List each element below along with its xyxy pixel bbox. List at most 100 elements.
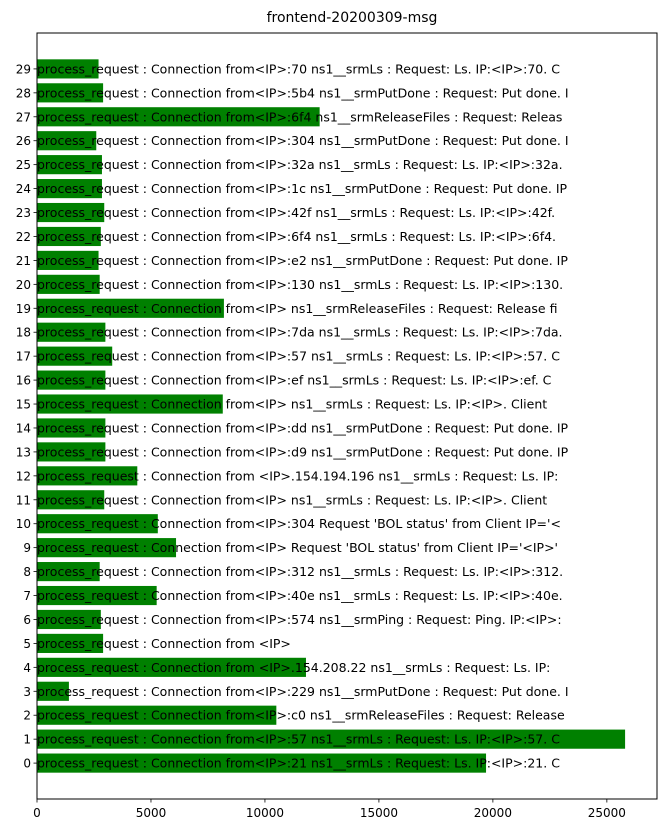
y-tick-label-22: 22 <box>16 230 31 244</box>
y-tick-label-19: 19 <box>16 302 31 316</box>
y-tick-label-9: 9 <box>23 541 31 555</box>
bar-18 <box>37 322 106 342</box>
y-tick-label-7: 7 <box>23 589 31 603</box>
y-tick-label-15: 15 <box>16 398 31 412</box>
y-tick-label-21: 21 <box>16 254 31 268</box>
y-tick-label-18: 18 <box>16 326 31 340</box>
bar-label-14: process_request : Connection from<IP>:dd… <box>37 420 569 435</box>
bar-13 <box>37 442 106 462</box>
bar-16 <box>37 370 106 390</box>
bar-label-19: process_request : Connection from<IP> ns… <box>37 301 557 316</box>
y-tick-label-23: 23 <box>16 206 31 220</box>
bar-26 <box>37 131 97 151</box>
bar-label-17: process_request : Connection from<IP>:57… <box>37 349 560 364</box>
y-axis-ticks: 0123456789101112131415161718192021222324… <box>16 62 37 771</box>
bar-9 <box>37 538 177 558</box>
bar-label-23: process_request : Connection from<IP>:42… <box>37 205 555 220</box>
bar-label-27: process_request : Connection from<IP>:6f… <box>37 109 562 124</box>
bar-11 <box>37 490 105 510</box>
y-tick-label-25: 25 <box>16 158 31 172</box>
bar-label-0: process_request : Connection from<IP>:21… <box>37 756 560 771</box>
bar-12 <box>37 466 138 486</box>
bar-label-4: process_request : Connection from <IP>.1… <box>37 660 550 675</box>
bar-label-28: process_request : Connection from<IP>:5b… <box>37 85 569 100</box>
bar-label-25: process_request : Connection from<IP>:32… <box>37 157 563 172</box>
bar-label-18: process_request : Connection from<IP>:7d… <box>37 325 563 340</box>
bar-label-21: process_request : Connection from<IP>:e2… <box>37 253 568 268</box>
bar-15 <box>37 394 223 414</box>
y-tick-label-24: 24 <box>16 182 31 196</box>
bar-label-29: process_request : Connection from<IP>:70… <box>37 61 560 76</box>
bar-labels-group: process_request : Connection from<IP>:21… <box>37 61 569 770</box>
bar-8 <box>37 562 100 582</box>
x-axis-ticks: 0 5000 10000 15000 20000 25000 <box>33 799 626 820</box>
bar-label-15: process_request : Connection from<IP> ns… <box>37 397 547 412</box>
bar-label-9: process_request : Connection from<IP> Re… <box>37 540 558 555</box>
bar-28 <box>37 83 104 103</box>
bar-label-20: process_request : Connection from<IP>:13… <box>37 277 563 292</box>
y-tick-label-28: 28 <box>16 86 31 100</box>
bar-2 <box>37 705 277 725</box>
chart-title: frontend-20200309-msg <box>267 10 438 26</box>
y-tick-label-14: 14 <box>16 421 31 435</box>
bar-label-24: process_request : Connection from<IP>:1c… <box>37 181 568 196</box>
y-tick-label-3: 3 <box>23 685 31 699</box>
bar-label-1: process_request : Connection from<IP>:57… <box>37 732 560 747</box>
x-tick-label-3: 15000 <box>360 806 398 820</box>
bar-label-22: process_request : Connection from<IP>:6f… <box>37 229 556 244</box>
bar-label-8: process_request : Connection from<IP>:31… <box>37 564 563 579</box>
y-tick-label-12: 12 <box>16 469 31 483</box>
x-tick-label-1: 5000 <box>136 806 167 820</box>
y-tick-label-17: 17 <box>16 350 31 364</box>
bar-5 <box>37 633 104 653</box>
bar-17 <box>37 346 113 366</box>
bar-label-10: process_request : Connection from<IP>:30… <box>37 516 561 531</box>
y-tick-label-13: 13 <box>16 445 31 459</box>
x-tick-label-5: 25000 <box>588 806 626 820</box>
bar-20 <box>37 274 100 294</box>
bar-label-11: process_request : Connection from<IP> ns… <box>37 492 547 507</box>
bar-label-7: process_request : Connection from<IP>:40… <box>37 588 563 603</box>
bars-group <box>37 59 626 773</box>
y-tick-label-2: 2 <box>23 709 31 723</box>
x-tick-label-4: 20000 <box>474 806 512 820</box>
bar-label-12: process_request : Connection from <IP>.1… <box>37 468 558 483</box>
bar-0 <box>37 753 487 773</box>
bar-label-6: process_request : Connection from<IP>:57… <box>37 612 562 627</box>
bar-3 <box>37 681 69 701</box>
y-tick-label-4: 4 <box>23 661 31 675</box>
bar-14 <box>37 418 106 438</box>
y-tick-label-26: 26 <box>16 134 31 148</box>
bar-label-16: process_request : Connection from<IP>:ef… <box>37 373 552 388</box>
bar-label-26: process_request : Connection from<IP>:30… <box>37 133 569 148</box>
plot-frame <box>36 32 658 800</box>
x-tick-label-2: 10000 <box>246 806 284 820</box>
bar-19 <box>37 298 224 318</box>
bar-22 <box>37 226 101 247</box>
bar-24 <box>37 179 102 199</box>
y-tick-label-1: 1 <box>23 733 31 747</box>
y-tick-label-11: 11 <box>16 493 31 507</box>
y-tick-label-29: 29 <box>16 62 31 76</box>
bar-label-5: process_request : Connection from <IP> <box>37 636 291 651</box>
y-tick-label-20: 20 <box>16 278 31 292</box>
y-tick-label-5: 5 <box>23 637 31 651</box>
bar-23 <box>37 202 105 223</box>
y-tick-label-6: 6 <box>23 613 31 627</box>
bar-27 <box>37 107 320 127</box>
bar-7 <box>37 585 157 606</box>
bar-29 <box>37 59 99 79</box>
bar-label-3: process_request : Connection from<IP>:22… <box>37 684 569 699</box>
y-tick-label-0: 0 <box>23 757 31 771</box>
x-tick-label-0: 0 <box>33 806 41 820</box>
bar-label-2: process_request : Connection from<IP>:c0… <box>37 708 565 723</box>
bar-1 <box>37 729 626 749</box>
bar-label-13: process_request : Connection from<IP>:d9… <box>37 444 569 459</box>
y-tick-label-27: 27 <box>16 110 31 124</box>
bar-21 <box>37 250 99 270</box>
bar-6 <box>37 609 101 630</box>
y-tick-label-16: 16 <box>16 374 31 388</box>
y-tick-label-8: 8 <box>23 565 31 579</box>
bar-10 <box>37 514 158 534</box>
